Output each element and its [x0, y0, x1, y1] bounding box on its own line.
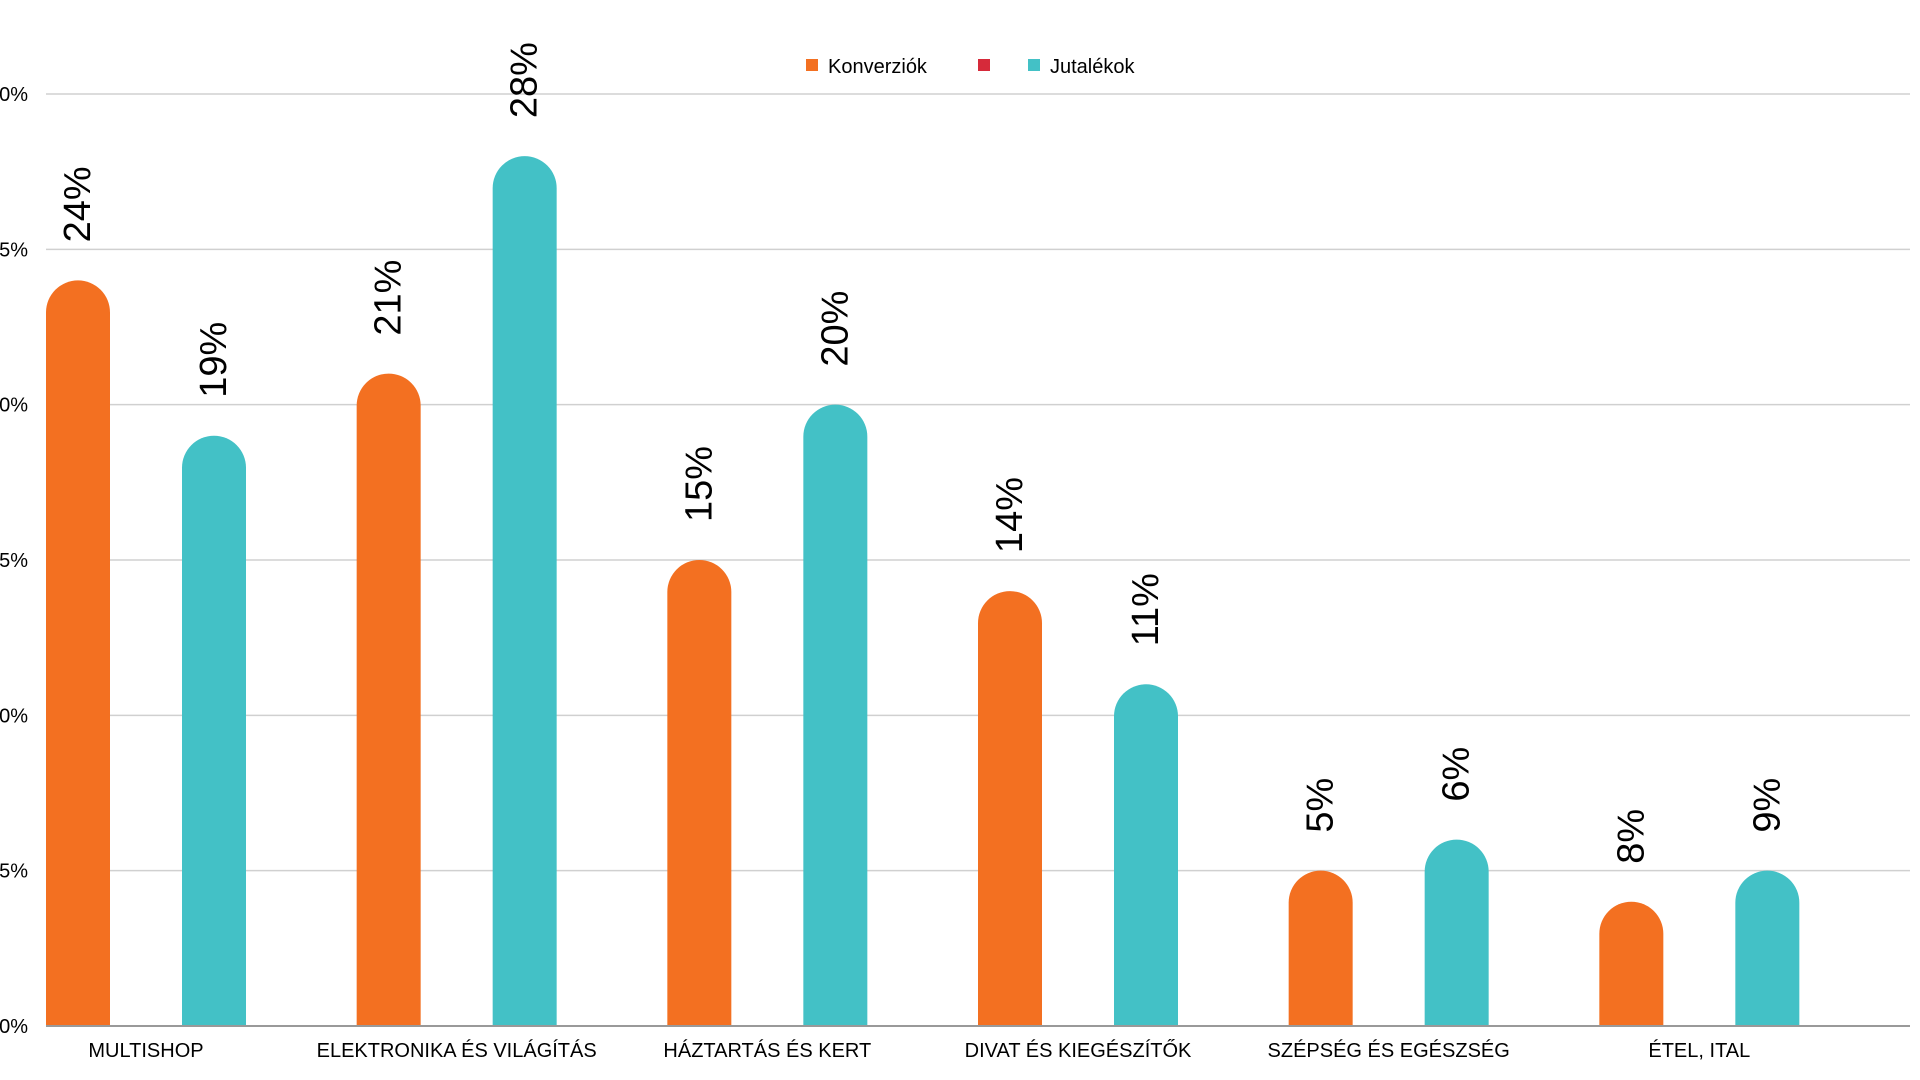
- data-label: 5%: [1300, 778, 1342, 833]
- legend-swatch: [978, 59, 990, 71]
- y-tick-label: 5%: [0, 550, 28, 572]
- data-label: 11%: [1125, 573, 1167, 646]
- category-label: ELEKTRONIKA ÉS VILÁGÍTÁS: [317, 1039, 597, 1062]
- category-label: DIVAT ÉS KIEGÉSZÍTŐK: [965, 1039, 1192, 1062]
- data-label: 20%: [814, 291, 856, 367]
- bar-jutalekok: [1424, 839, 1489, 1026]
- data-label: 24%: [57, 166, 99, 242]
- y-tick-label: 0%: [0, 705, 28, 727]
- category-label: MULTISHOP: [88, 1040, 203, 1062]
- y-tick-label: 0%: [0, 1016, 28, 1038]
- data-label: 28%: [504, 42, 546, 118]
- data-label: 21%: [368, 260, 410, 336]
- x-axis-categories: MULTISHOP ELEKTRONIKA ÉS VILÁGÍTÁS HÁZTART…: [88, 1039, 1750, 1062]
- data-label: 6%: [1436, 747, 1478, 802]
- legend: Konverziók Jutalékok: [806, 56, 1135, 78]
- legend-label: Konverziók: [828, 56, 928, 78]
- bar-konverziok: [46, 280, 110, 1026]
- data-labels: 24% 19% 21% 28% 15% 20% 14% 11% 5% 6% 8% 9%: [57, 42, 1788, 864]
- category-label: HÁZTARTÁS ÉS KERT: [663, 1039, 871, 1062]
- data-label: 8%: [1610, 809, 1652, 864]
- bar-konverziok: [978, 591, 1042, 1026]
- y-tick-label: 5%: [0, 861, 28, 883]
- bars: [46, 156, 1800, 1027]
- bar-konverziok: [1599, 901, 1664, 1026]
- bar-jutalekok: [1735, 870, 1800, 1026]
- bar-konverziok: [356, 373, 421, 1027]
- data-label: 15%: [678, 446, 720, 522]
- data-label: 9%: [1746, 778, 1788, 833]
- category-label: SZÉPSÉG ÉS EGÉSZSÉG: [1268, 1039, 1510, 1062]
- bar-jutalekok: [803, 404, 868, 1027]
- y-tick-label: 0%: [0, 84, 28, 106]
- y-axis-ticks: 0% 5% 0% 5% 0% 5% 0%: [0, 84, 28, 1038]
- bar-jutalekok: [1114, 684, 1178, 1026]
- bar-konverziok: [667, 560, 732, 1026]
- legend-label: Jutalékok: [1050, 56, 1135, 78]
- category-label: ÉTEL, ITAL: [1648, 1039, 1750, 1062]
- bar-konverziok: [1288, 870, 1353, 1026]
- y-tick-label: 5%: [0, 239, 28, 261]
- bar-jutalekok: [182, 435, 246, 1026]
- y-tick-label: 0%: [0, 395, 28, 417]
- data-label: 19%: [193, 322, 235, 398]
- legend-swatch: [806, 59, 818, 71]
- bar-jutalekok: [492, 156, 557, 1027]
- data-label: 14%: [989, 477, 1031, 553]
- legend-swatch: [1028, 59, 1040, 71]
